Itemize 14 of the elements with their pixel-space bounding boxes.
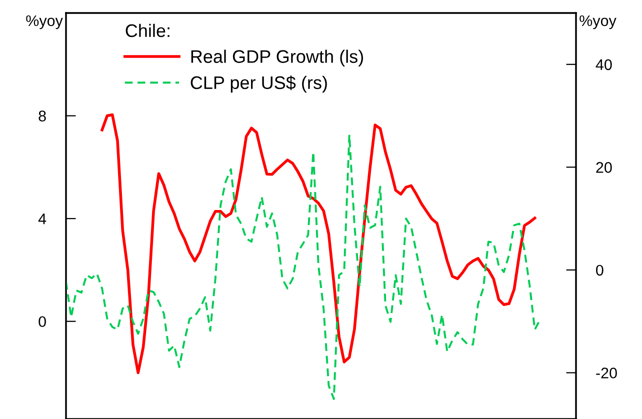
legend-label: Real GDP Growth (ls) [191,50,364,67]
y-tick-label: 0 [38,316,46,328]
line-series [66,134,541,400]
y2-tick-label: 0 [596,264,604,276]
legend-label: CLP per US$ (rs) [190,76,327,93]
y-tick-label: 4 [38,214,46,224]
y-tick-label: 8 [38,110,46,122]
line-series [100,113,536,374]
y2-axis-title: %yoy [580,15,616,30]
y2-tick-label: 40 [596,59,612,70]
y-axis-title: %yoy [26,15,63,30]
legend-title: Chile: [126,24,170,38]
y2-tick-label: 20 [596,162,612,173]
y2-tick-label: -20 [596,368,617,378]
